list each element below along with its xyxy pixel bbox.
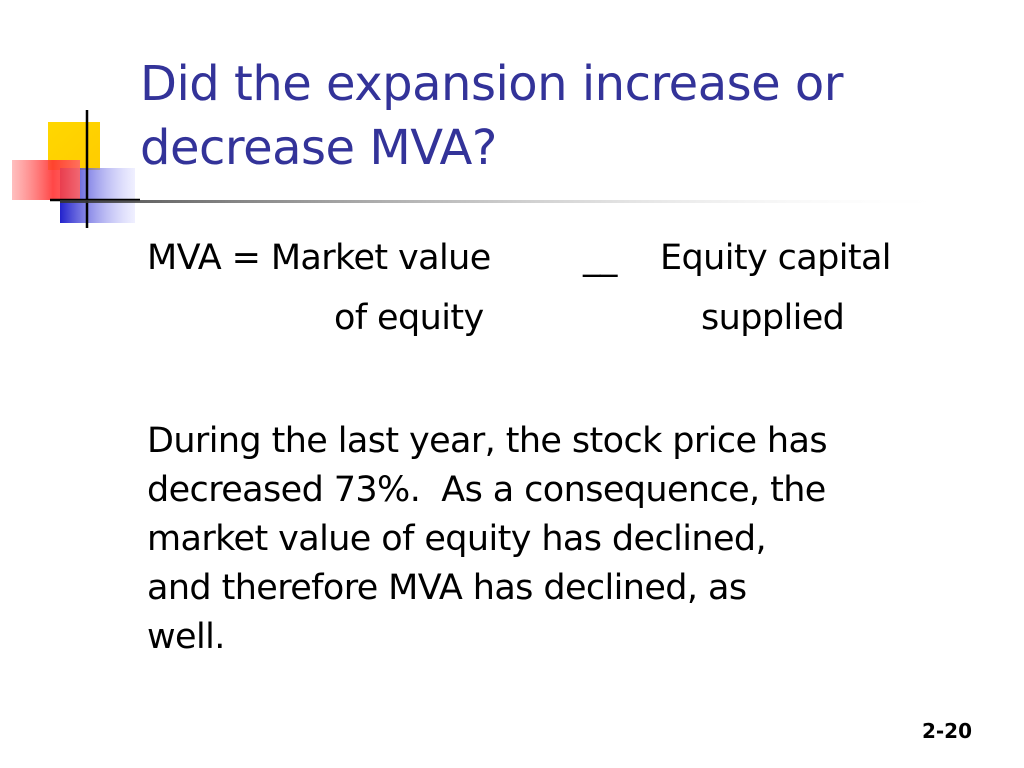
formula-minus-operator: __ xyxy=(583,238,617,278)
slide-title-line-2: decrease MVA? xyxy=(140,120,497,176)
explanation-paragraph: During the last year, the stock price ha… xyxy=(147,417,987,662)
paragraph-line-5: well. xyxy=(147,617,225,657)
paragraph-line-1: During the last year, the stock price ha… xyxy=(147,421,828,461)
paragraph-line-2: decreased 73%. As a consequence, the xyxy=(147,470,826,510)
title-underline xyxy=(60,200,960,203)
formula-equity-capital-label: Equity capital xyxy=(660,238,892,278)
formula-market-value-label: MVA = Market value xyxy=(147,238,491,278)
formula-supplied-label: supplied xyxy=(701,298,845,338)
logo-squares-icon xyxy=(12,110,140,228)
paragraph-line-3: market value of equity has declined, xyxy=(147,519,767,559)
slide-title-line-1: Did the expansion increase or xyxy=(140,56,844,112)
slide-title: Did the expansion increase or decrease M… xyxy=(140,52,1000,180)
paragraph-line-4: and therefore MVA has declined, as xyxy=(147,568,747,608)
formula-of-equity-label: of equity xyxy=(334,298,484,338)
page-number: 2-20 xyxy=(921,719,972,743)
